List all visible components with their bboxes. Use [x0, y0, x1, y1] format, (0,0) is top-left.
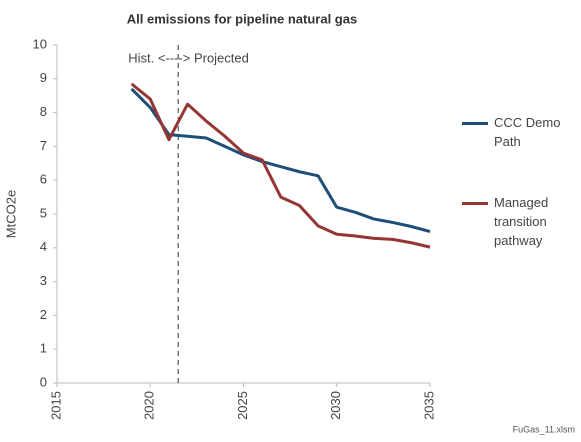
y-tick-label: 5 [40, 205, 47, 220]
x-tick-label: 2035 [421, 391, 436, 420]
y-tick-label: 8 [40, 104, 47, 119]
x-tick-label: 2020 [142, 391, 157, 420]
x-tick-label: 2015 [48, 391, 63, 420]
y-axis-label: MtCO2e [3, 190, 18, 238]
footer-note: FuGas_11.xlsm [513, 424, 575, 434]
x-tick-label: 2025 [235, 391, 250, 420]
y-tick-label: 0 [40, 374, 47, 389]
y-tick-label: 2 [40, 307, 47, 322]
y-tick-label: 3 [40, 273, 47, 288]
legend-swatch [462, 202, 488, 205]
legend-label: CCC Demo Path [494, 115, 561, 149]
annotation: Hist. <----> Projected [128, 50, 249, 65]
y-tick-label: 1 [40, 341, 47, 356]
series-line [130, 82, 431, 249]
legend-swatch [462, 122, 488, 125]
legend-item: Managed transition pathway [462, 193, 581, 250]
legend-item: CCC Demo Path [462, 113, 581, 151]
y-tick-label: 9 [40, 70, 47, 85]
chart-title: All emissions for pipeline natural gas [127, 11, 357, 26]
y-tick-label: 6 [40, 172, 47, 187]
series-line [130, 87, 431, 234]
legend-label: Managed transition pathway [494, 195, 549, 248]
y-tick-label: 10 [33, 36, 47, 51]
y-tick-label: 4 [40, 239, 47, 254]
y-tick-label: 7 [40, 138, 47, 153]
x-tick-label: 2030 [328, 391, 343, 420]
